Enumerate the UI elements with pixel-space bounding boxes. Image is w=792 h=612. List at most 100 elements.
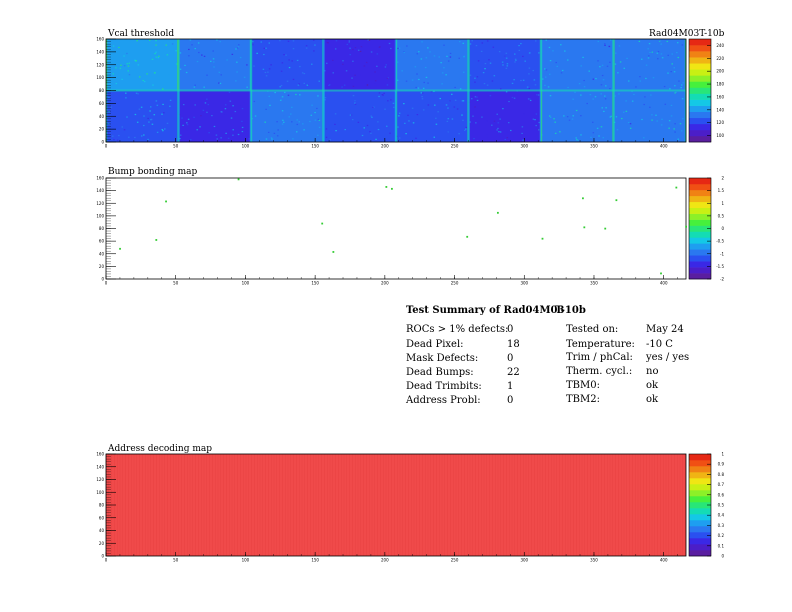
summary-right-value: May 24 bbox=[646, 324, 684, 335]
pixel-speckle bbox=[161, 128, 164, 131]
roc-edge bbox=[178, 39, 180, 91]
pixel-speckle bbox=[301, 72, 304, 74]
pixel-speckle bbox=[529, 52, 531, 54]
pixel-speckle bbox=[296, 59, 299, 62]
pixel-speckle bbox=[638, 60, 641, 62]
pixel-speckle bbox=[363, 127, 365, 129]
pixel-speckle bbox=[588, 88, 590, 90]
pixel-speckle bbox=[196, 60, 199, 63]
pixel-speckle bbox=[277, 129, 279, 131]
pixel-speckle bbox=[235, 48, 237, 50]
colorbar-band bbox=[689, 99, 711, 106]
pixel-speckle bbox=[269, 104, 271, 106]
pixel-speckle bbox=[535, 113, 538, 115]
pixel-speckle bbox=[671, 53, 674, 55]
pixel-speckle bbox=[354, 74, 356, 76]
roc-edge bbox=[612, 90, 614, 142]
pixel-speckle bbox=[392, 102, 395, 104]
pixel-speckle bbox=[526, 86, 529, 88]
pixel-speckle bbox=[128, 62, 131, 64]
pixel-speckle bbox=[459, 88, 462, 90]
pixel-speckle bbox=[498, 131, 500, 133]
pixel-speckle bbox=[227, 137, 230, 139]
pixel-speckle bbox=[166, 50, 169, 52]
pixel-speckle bbox=[521, 132, 523, 135]
pixel-speckle bbox=[369, 86, 371, 88]
pixel-speckle bbox=[681, 44, 684, 46]
pixel-speckle bbox=[446, 120, 449, 123]
colorbar-band bbox=[689, 111, 711, 119]
pixel-speckle bbox=[148, 39, 151, 41]
pixel-speckle bbox=[522, 79, 525, 81]
pixel-speckle bbox=[334, 123, 336, 125]
pixel-speckle bbox=[112, 82, 115, 85]
pixel-speckle bbox=[489, 62, 492, 64]
pixel-speckle bbox=[366, 124, 369, 127]
pixel-speckle bbox=[224, 65, 226, 67]
pixel-speckle bbox=[505, 57, 508, 59]
pixel-speckle bbox=[220, 137, 222, 139]
pixel-speckle bbox=[289, 52, 292, 54]
veal-title-right: Rad04M03T-10b bbox=[649, 29, 725, 39]
pixel-speckle bbox=[115, 67, 117, 69]
pixel-speckle bbox=[283, 115, 285, 117]
pixel-speckle bbox=[447, 60, 450, 62]
pixel-speckle bbox=[667, 54, 669, 56]
pixel-speckle bbox=[559, 138, 561, 140]
roc-block-top bbox=[468, 39, 542, 91]
pixel-speckle bbox=[514, 58, 517, 60]
colorbar-band bbox=[689, 69, 711, 76]
pixel-speckle bbox=[590, 136, 592, 139]
pixel-speckle bbox=[163, 126, 166, 128]
pixel-speckle bbox=[583, 86, 586, 88]
pixel-speckle bbox=[237, 46, 240, 48]
pixel-speckle bbox=[216, 138, 219, 140]
pixel-speckle bbox=[193, 86, 196, 88]
pixel-speckle bbox=[302, 123, 304, 125]
colorbar-band bbox=[689, 496, 711, 503]
pixel-speckle bbox=[400, 72, 403, 74]
pixel-speckle bbox=[182, 124, 184, 126]
z-tick-label: -2 bbox=[720, 277, 724, 282]
pixel-speckle bbox=[464, 131, 466, 133]
pixel-speckle bbox=[387, 64, 389, 67]
pixel-speckle bbox=[596, 131, 599, 134]
pixel-speckle bbox=[521, 126, 524, 128]
pixel-speckle bbox=[351, 86, 354, 88]
pixel-speckle bbox=[344, 128, 346, 131]
pixel-speckle bbox=[480, 50, 483, 52]
pixel-speckle bbox=[162, 103, 164, 106]
pixel-speckle bbox=[166, 54, 169, 56]
y-tick-label: 100 bbox=[96, 75, 104, 80]
pixel-speckle bbox=[287, 40, 290, 42]
roc-edge bbox=[613, 90, 615, 142]
pixel-speckle bbox=[354, 102, 356, 104]
roc-edge bbox=[249, 39, 251, 91]
z-tick-label: 0.1 bbox=[718, 543, 725, 548]
pixel-speckle bbox=[276, 121, 278, 123]
pixel-speckle bbox=[427, 104, 430, 106]
pixel-speckle bbox=[404, 122, 406, 124]
pixel-speckle bbox=[415, 86, 417, 89]
pixel-speckle bbox=[118, 46, 120, 49]
pixel-speckle bbox=[664, 103, 667, 105]
pixel-speckle bbox=[119, 123, 122, 125]
pixel-speckle bbox=[601, 107, 604, 109]
pixel-speckle bbox=[194, 104, 196, 106]
colorbar-band bbox=[689, 117, 711, 125]
pixel-speckle bbox=[388, 42, 391, 45]
colorbar-band bbox=[689, 273, 711, 280]
pixel-speckle bbox=[536, 94, 538, 96]
y-tick-label: 140 bbox=[96, 49, 104, 54]
pixel-speckle bbox=[389, 132, 391, 134]
pixel-speckle bbox=[491, 124, 493, 126]
pixel-speckle bbox=[433, 55, 436, 57]
pixel-speckle bbox=[116, 139, 119, 141]
pixel-speckle bbox=[224, 108, 227, 110]
pixel-speckle bbox=[440, 62, 442, 64]
pixel-speckle bbox=[548, 115, 551, 117]
pixel-speckle bbox=[617, 72, 619, 74]
pixel-speckle bbox=[374, 71, 376, 73]
pixel-speckle bbox=[462, 42, 465, 44]
